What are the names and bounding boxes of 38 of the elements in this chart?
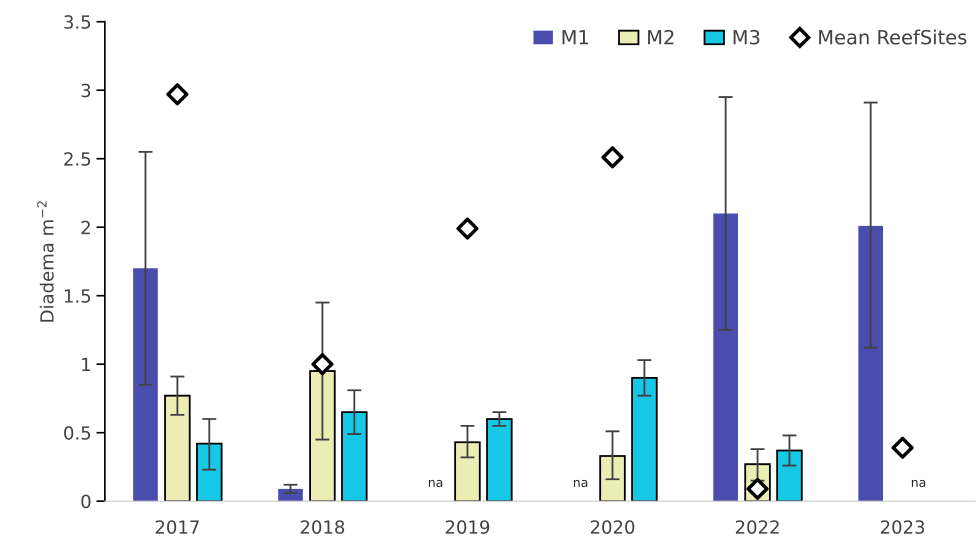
x-tick-label: 2017: [156, 520, 199, 534]
bar: [133, 268, 158, 502]
y-axis-title: Diadema m$^{−2}$: [37, 201, 54, 322]
x-tick-label: 2019: [446, 520, 490, 534]
bar: [713, 214, 738, 502]
legend-label: M2: [648, 30, 674, 44]
x-tick-label: 2020: [590, 520, 634, 534]
y-tick-label: 3.5: [64, 15, 90, 29]
bar: [858, 226, 883, 502]
legend-label: M3: [734, 30, 760, 45]
y-tick-label: 2.5: [64, 152, 90, 166]
bar: [486, 418, 513, 502]
x-tick-label: 2023: [880, 520, 924, 534]
y-tick-label: 0.5: [64, 426, 90, 440]
x-tick-label: 2022: [736, 520, 779, 534]
point: [601, 146, 624, 168]
point: [311, 353, 334, 376]
point: [456, 218, 479, 240]
bar: [776, 450, 803, 502]
bar: [631, 376, 658, 502]
y-tick-label: 0: [81, 494, 90, 508]
bar: [196, 442, 223, 502]
point: [892, 436, 914, 459]
bar: [454, 441, 481, 502]
y-tick-label: 3: [82, 84, 90, 98]
y-tick-label: 1.5: [64, 289, 90, 303]
x-tick-label: 2018: [300, 520, 344, 534]
bar: [599, 455, 626, 502]
bar: [341, 411, 368, 502]
y-tick-label: 1: [82, 358, 90, 372]
legend-label: Mean ReefSites: [819, 30, 966, 45]
annotation: na: [428, 480, 442, 488]
annotation: na: [912, 480, 926, 488]
bar: [164, 394, 191, 502]
point: [166, 83, 188, 106]
legend-label: M1: [562, 30, 588, 44]
y-tick-label: 2: [82, 220, 90, 234]
annotation: na: [574, 480, 588, 488]
